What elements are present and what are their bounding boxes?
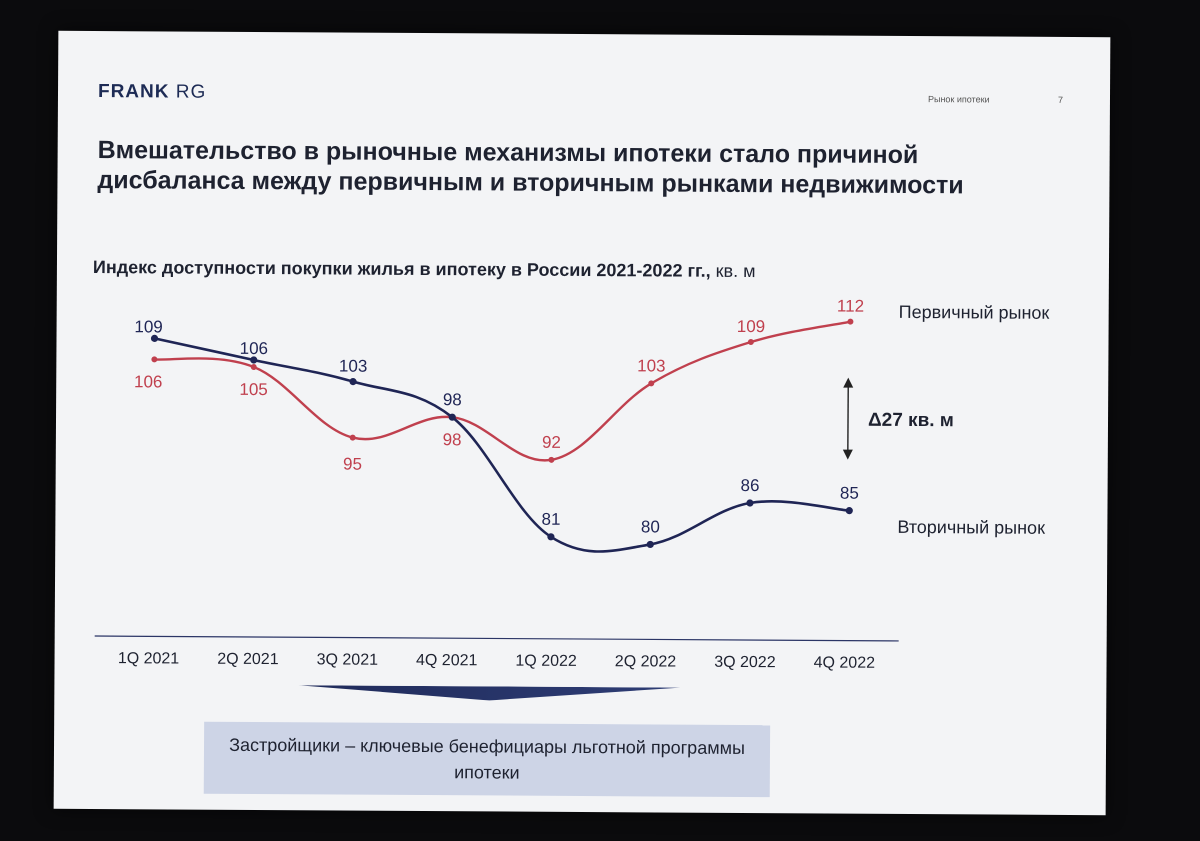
tick-layer: 1Q 2021 2Q 2021 3Q 2021 4Q 2021 1Q 2022 2Q 20…	[118, 650, 875, 672]
x-tick-label: 4Q 2022	[814, 654, 876, 671]
data-label: 86	[741, 476, 760, 495]
data-point	[548, 456, 555, 463]
delta-annotation: Δ27 кв. м	[842, 377, 954, 460]
slide: FRANK RG Рынок ипотеки 7 Вмешательство в…	[53, 30, 1111, 816]
data-label: 92	[542, 433, 561, 452]
data-label: 109	[737, 317, 765, 336]
conclusion-text: Застройщики – ключевые бенефициары льгот…	[229, 734, 745, 783]
data-label: 98	[443, 390, 462, 409]
series-primary	[151, 318, 854, 463]
data-point	[746, 499, 754, 507]
data-point	[648, 380, 655, 387]
chevron-band-icon	[298, 685, 681, 701]
data-label: 106	[134, 372, 162, 391]
data-label: 80	[641, 517, 660, 536]
data-label: 109	[134, 317, 162, 336]
data-label: 85	[840, 484, 859, 503]
data-point	[150, 334, 159, 342]
x-tick-label: 4Q 2021	[416, 652, 478, 669]
data-point	[845, 507, 853, 515]
delta-label: Δ27 кв. м	[868, 410, 954, 432]
data-point	[847, 318, 854, 325]
series-secondary	[150, 334, 853, 553]
legend-primary: Первичный рынок	[899, 302, 1050, 323]
x-tick-label: 1Q 2021	[118, 650, 180, 667]
series-layer	[150, 318, 854, 553]
x-tick-label: 2Q 2021	[217, 651, 279, 668]
data-point	[250, 356, 258, 364]
data-point	[646, 540, 654, 549]
data-point	[448, 413, 456, 421]
delta-arrow-down-icon	[842, 449, 853, 460]
line-chart: 106 105 95 98 92 103 109 112 Первичный рынок 109 1…	[94, 297, 1050, 672]
data-point	[349, 434, 356, 441]
x-tick-label: 3Q 2022	[714, 654, 776, 671]
series-line-secondary	[154, 337, 850, 553]
data-label: 106	[240, 339, 268, 358]
x-tick-label: 3Q 2021	[317, 651, 379, 668]
data-label: 105	[239, 380, 267, 399]
x-axis-line	[94, 635, 899, 642]
delta-arrow-up-icon	[843, 377, 854, 388]
legend-secondary: Вторичный рынок	[897, 517, 1045, 538]
data-point	[151, 356, 158, 363]
data-label: 81	[541, 510, 560, 529]
x-tick-label: 1Q 2022	[515, 653, 577, 670]
data-label: 95	[343, 455, 362, 474]
data-point	[747, 339, 754, 346]
data-point	[349, 378, 357, 386]
data-point	[547, 533, 555, 541]
data-point	[250, 363, 257, 370]
label-layer: 106 105 95 98 92 103 109 112 Первичный рынок 109 1…	[134, 297, 1050, 538]
data-label: 103	[339, 357, 367, 376]
data-label: 103	[637, 356, 665, 375]
data-label: 112	[837, 297, 864, 316]
series-line-primary	[154, 320, 851, 462]
data-label: 98	[443, 430, 462, 449]
x-axis	[94, 635, 899, 642]
x-tick-label: 2Q 2022	[615, 653, 677, 670]
conclusion-box: Застройщики – ключевые бенефициары льгот…	[203, 721, 771, 798]
